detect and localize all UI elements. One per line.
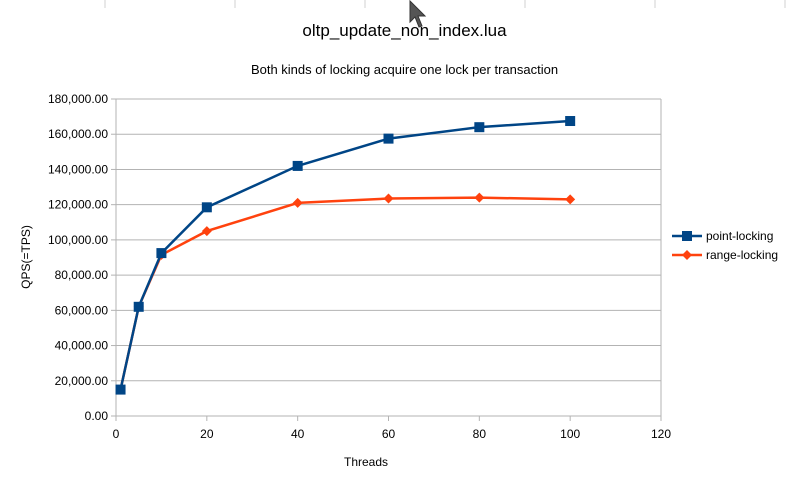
- x-tick-label: 20: [200, 427, 214, 441]
- gridlines: [116, 98, 661, 417]
- legend: point-locking range-locking: [672, 229, 778, 262]
- y-tick-label: 160,000.00: [48, 127, 108, 141]
- y-tick-label: 180,000.00: [48, 92, 108, 106]
- point-locking-point: [133, 301, 144, 312]
- x-tick-label: 0: [113, 427, 120, 441]
- point-locking-line: [119, 119, 571, 390]
- x-tick-label: 100: [560, 427, 580, 441]
- point-locking-point: [383, 133, 394, 144]
- y-tick-label: 140,000.00: [48, 162, 108, 176]
- mouse-cursor-icon: [409, 0, 427, 28]
- legend-range-locking-label: range-locking: [706, 248, 778, 262]
- y-tick-label: 60,000.00: [55, 303, 109, 317]
- legend-point-locking-label: point-locking: [706, 229, 773, 243]
- legend-point-locking-marker: [682, 231, 692, 241]
- chart-title: oltp_update_non_index.lua: [302, 21, 507, 40]
- y-tick-label: 80,000.00: [55, 268, 109, 282]
- y-tick-label: 120,000.00: [48, 198, 108, 212]
- y-tick-label: 20,000.00: [55, 374, 109, 388]
- point-locking-point: [115, 384, 126, 395]
- y-tick-label: 100,000.00: [48, 233, 108, 247]
- x-axis-title: Threads: [344, 455, 388, 469]
- y-tick-label: 40,000.00: [55, 339, 109, 353]
- point-locking-point: [565, 116, 576, 127]
- x-tick-label: 80: [473, 427, 487, 441]
- spreadsheet-column-borders: [104, 0, 786, 8]
- range-locking-point: [474, 192, 485, 203]
- point-locking-point: [156, 248, 167, 259]
- series: [115, 116, 576, 395]
- x-tick-label: 120: [651, 427, 671, 441]
- y-axis-title: QPS(=TPS): [19, 225, 33, 289]
- point-locking-point: [292, 160, 303, 171]
- y-tick-label: 0.00: [85, 409, 109, 423]
- range-locking-point: [201, 226, 212, 237]
- x-tick-label: 40: [291, 427, 305, 441]
- x-tick-label: 60: [382, 427, 396, 441]
- range-locking-point: [292, 197, 303, 208]
- range-locking-point: [383, 193, 394, 204]
- axes: 0.00 20,000.00 40,000.00 60,000.00 80,000.00…: [48, 92, 671, 441]
- range-locking-point: [565, 194, 576, 205]
- point-locking-point: [474, 122, 485, 133]
- legend-range-locking-marker: [682, 250, 692, 260]
- chart-subtitle: Both kinds of locking acquire one lock p…: [250, 62, 559, 77]
- point-locking-point: [201, 202, 212, 213]
